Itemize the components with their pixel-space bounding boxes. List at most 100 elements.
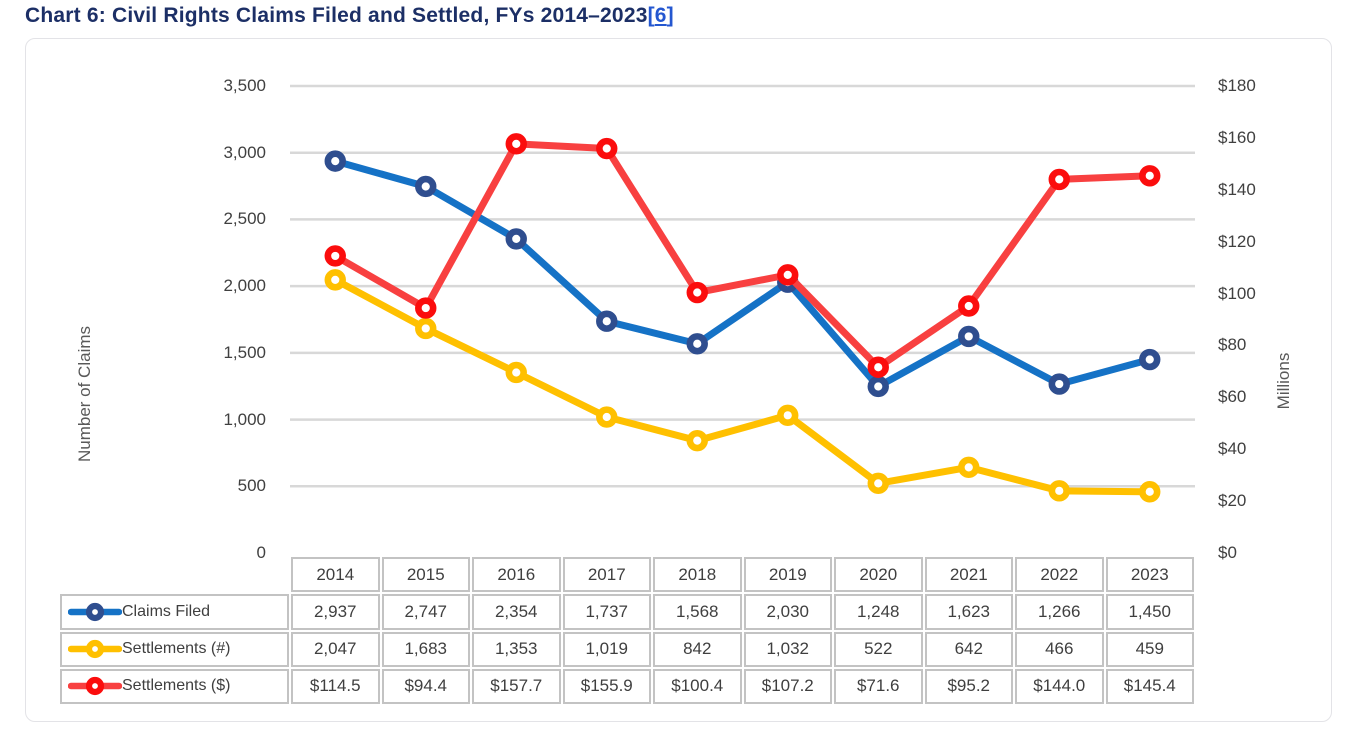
claims-filed-line bbox=[331, 157, 1154, 390]
claims-filed-point bbox=[958, 325, 980, 348]
right-axis-tick-label: $60 bbox=[1218, 387, 1247, 407]
right-axis-tick-label: $40 bbox=[1218, 439, 1247, 459]
table-value-cell: 2,047 bbox=[291, 631, 380, 667]
table-value-cell: 1,353 bbox=[472, 631, 561, 667]
right-axis-tick-label: $80 bbox=[1218, 335, 1247, 355]
claims-filed-point bbox=[686, 333, 708, 355]
chart-title: Chart 6: Civil Rights Claims Filed and S… bbox=[25, 4, 674, 28]
claims-filed-point bbox=[867, 375, 889, 398]
settlements-dollars-point bbox=[958, 295, 980, 317]
settlements-dollars-point bbox=[686, 281, 708, 304]
settlements-count-point bbox=[324, 269, 346, 291]
table-value-cell: 1,683 bbox=[381, 631, 470, 667]
claims-filed-point bbox=[596, 310, 618, 332]
data-table: 2014 2015 2016 2017 2018 2019 2020 2021 2022 2023… bbox=[59, 556, 1195, 705]
table-value-cell: $94.4 bbox=[381, 668, 470, 704]
year-header-cell: 2022 bbox=[1015, 557, 1104, 593]
table-value-cell: $144.0 bbox=[1015, 668, 1104, 704]
right-axis-tick-label: $100 bbox=[1218, 283, 1256, 303]
claims-filed-point bbox=[505, 228, 527, 250]
table-value-cell: 842 bbox=[653, 631, 742, 667]
right-axis-title: Millions bbox=[1274, 352, 1293, 410]
settlements-dollars-point bbox=[596, 137, 618, 160]
table-value-cell: 1,568 bbox=[653, 594, 742, 630]
settlements-dollars-point bbox=[324, 245, 346, 267]
year-header-cell: 2020 bbox=[834, 557, 923, 593]
year-header-cell: 2018 bbox=[653, 557, 742, 593]
table-value-cell: 1,623 bbox=[924, 594, 1013, 630]
settlements-dollars-point bbox=[867, 356, 889, 378]
table-value-cell: 522 bbox=[834, 631, 923, 667]
right-axis-tick-label: $140 bbox=[1218, 179, 1256, 199]
settlements-dollars-point bbox=[777, 264, 799, 286]
settlements-count-point bbox=[777, 404, 799, 427]
footnote-bracket-open: [ bbox=[647, 4, 655, 27]
year-header-cell: 2021 bbox=[924, 557, 1013, 593]
right-axis-tick-label: $120 bbox=[1218, 231, 1256, 251]
legend-cell-settlements-dollars: Settlements ($) bbox=[60, 668, 289, 704]
table-value-cell: 1,019 bbox=[562, 631, 651, 667]
settlements-count-point bbox=[596, 406, 618, 428]
table-value-cell: $95.2 bbox=[924, 668, 1013, 704]
year-header-cell: 2016 bbox=[472, 557, 561, 593]
chart-card: 3,500 3,000 2,500 2,000 1,500 1,000 500 0 $180 $… bbox=[25, 38, 1332, 722]
right-axis-tick-label: $20 bbox=[1218, 491, 1247, 511]
left-axis-tick-label: 1,000 bbox=[223, 409, 266, 429]
claims-filed-point bbox=[1048, 373, 1070, 395]
table-value-cell: $107.2 bbox=[743, 668, 832, 704]
settlements-count-point bbox=[415, 317, 437, 340]
claims-filed-point bbox=[777, 271, 799, 293]
legend-marker-settlements-count-icon bbox=[68, 640, 122, 659]
settlements-count-point bbox=[1139, 481, 1161, 503]
left-axis-tick-label: 2,500 bbox=[223, 209, 266, 229]
claims-filed-point bbox=[1139, 348, 1161, 371]
legend-marker-claims-filed-icon bbox=[68, 602, 122, 621]
claims-filed-point bbox=[324, 150, 346, 172]
table-value-cell: 459 bbox=[1105, 631, 1194, 667]
table-value-cell: 1,737 bbox=[562, 594, 651, 630]
settlements-count-point bbox=[867, 472, 889, 495]
legend-cell-claims-filed: Claims Filed bbox=[60, 594, 289, 630]
claims-filed-point bbox=[415, 175, 437, 198]
right-axis-tick-label: $160 bbox=[1218, 127, 1256, 147]
legend-label: Settlements ($) bbox=[122, 677, 231, 695]
table-value-cell: 1,450 bbox=[1105, 594, 1194, 630]
left-axis-tick-label: 500 bbox=[237, 476, 266, 496]
settlements-dollars-point bbox=[1139, 165, 1161, 187]
year-header-cell: 2019 bbox=[743, 557, 832, 593]
left-axis-tick-label: 3,500 bbox=[223, 76, 266, 95]
left-axis-tick-label: 2,000 bbox=[223, 276, 266, 296]
left-axis-tick-label: 3,000 bbox=[223, 142, 266, 162]
settlements-dollars-point bbox=[505, 133, 527, 155]
table-value-cell: $145.4 bbox=[1105, 668, 1194, 704]
legend-marker-settlements-dollars-icon bbox=[68, 677, 122, 696]
chart-title-text: Chart 6: Civil Rights Claims Filed and S… bbox=[25, 4, 648, 27]
legend-label: Settlements (#) bbox=[122, 640, 231, 658]
settlements-dollars-line bbox=[331, 140, 1154, 371]
table-value-cell: $114.5 bbox=[291, 668, 380, 704]
settlements-count-line bbox=[331, 276, 1154, 496]
settlements-count-point bbox=[958, 456, 980, 479]
settlements-count-point bbox=[686, 429, 708, 452]
table-value-cell: 2,937 bbox=[291, 594, 380, 630]
year-header-cell: 2017 bbox=[562, 557, 651, 593]
year-header-cell: 2015 bbox=[381, 557, 470, 593]
footnote-link[interactable]: [6] bbox=[648, 4, 674, 27]
table-corner-spacer bbox=[60, 557, 289, 592]
left-axis-tick-label: 1,500 bbox=[223, 342, 266, 362]
legend-cell-settlements-count: Settlements (#) bbox=[60, 631, 289, 667]
left-axis-tick-label: 0 bbox=[256, 543, 266, 562]
right-axis-tick-label: $180 bbox=[1218, 76, 1256, 95]
table-value-cell: 1,266 bbox=[1015, 594, 1104, 630]
table-value-cell: $155.9 bbox=[562, 668, 651, 704]
table-value-cell: $100.4 bbox=[653, 668, 742, 704]
footnote-ref: 6 bbox=[654, 4, 667, 27]
table-value-cell: 642 bbox=[924, 631, 1013, 667]
table-value-cell: $157.7 bbox=[472, 668, 561, 704]
year-header-cell: 2014 bbox=[291, 557, 380, 593]
left-axis-title: Number of Claims bbox=[75, 325, 94, 463]
settlements-count-point bbox=[1048, 480, 1070, 502]
table-value-cell: 1,248 bbox=[834, 594, 923, 630]
table-value-cell: $71.6 bbox=[834, 668, 923, 704]
footnote-bracket-close: ] bbox=[666, 4, 674, 27]
